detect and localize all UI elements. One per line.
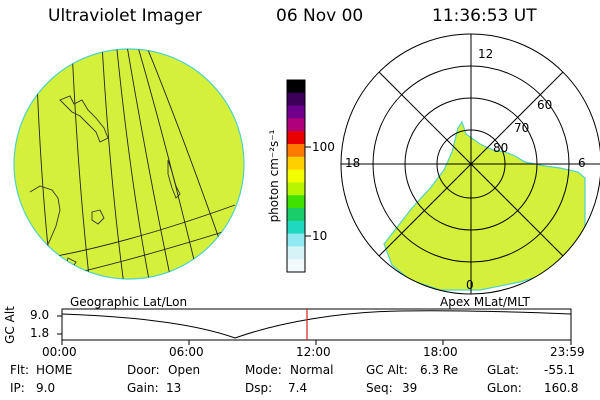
- altitude-curve: [61, 310, 572, 339]
- colorbar-segment: [287, 144, 305, 158]
- colorbar-segment: [287, 246, 305, 260]
- color-scale-bar: [286, 79, 311, 273]
- colorbar-segment: [287, 92, 305, 107]
- flt-value: HOME: [36, 363, 73, 377]
- colorbar-segment: [287, 259, 305, 273]
- seq-value: 39: [402, 381, 418, 395]
- mode-label: Mode:: [245, 363, 282, 377]
- door-value: Open: [168, 363, 201, 377]
- gcalt-value: 6.3 Re: [420, 363, 459, 377]
- colorbar-tick-10: 10: [312, 229, 328, 243]
- mlat-label-60: 60: [537, 98, 553, 112]
- colorbar-segment: [287, 169, 305, 183]
- timeline-ytick-bottom: 1.8: [30, 326, 50, 340]
- colorbar-segment: [287, 118, 305, 132]
- glat-value: -55.1: [544, 363, 576, 377]
- ip-value: 9.0: [36, 381, 56, 395]
- mlat-label-80: 80: [493, 141, 509, 155]
- timeline-xtick-0000: 00:00: [42, 345, 77, 359]
- colorbar-segment: [287, 131, 305, 145]
- mlt-label-12: 12: [478, 47, 494, 61]
- flt-label: Flt:: [10, 363, 29, 377]
- apex-polar-plot: [340, 33, 600, 295]
- mlt-label-18: 18: [345, 156, 361, 170]
- timeline-xtick-1800: 18:00: [423, 345, 458, 359]
- time-label: 11:36:53 UT: [432, 6, 537, 26]
- ip-label: IP:: [10, 381, 25, 395]
- auroral-fill: [383, 120, 586, 291]
- colorbar-segment: [287, 182, 305, 196]
- timeline-xtick-1200: 12:00: [296, 345, 331, 359]
- glon-value: 160.8: [544, 381, 579, 395]
- colorbar-segment: [287, 208, 305, 222]
- mlat-label-70: 70: [514, 121, 530, 135]
- left-panel-caption: Geographic Lat/Lon: [70, 295, 188, 309]
- timeline-ytick-top: 9.0: [30, 308, 50, 322]
- mlt-label-0: 0: [466, 278, 474, 292]
- colorbar-tick-100: 100: [312, 140, 335, 154]
- instrument-title: Ultraviolet Imager: [48, 6, 202, 26]
- colorbar-segment: [287, 156, 305, 171]
- timeline-xtick-0600: 06:00: [169, 345, 204, 359]
- colorbar-unit-label: photon cm⁻²s⁻¹: [267, 129, 281, 223]
- gain-label: Gain:: [127, 381, 159, 395]
- mlt-label-6: 6: [578, 156, 586, 170]
- date-label: 06 Nov 00: [276, 6, 364, 26]
- globe-grid: [19, 49, 244, 279]
- colorbar-segment: [287, 220, 305, 235]
- colorbar-segment: [287, 80, 305, 94]
- seq-label: Seq:: [366, 381, 393, 395]
- right-panel-caption: Apex MLat/MLT: [440, 295, 530, 309]
- dsp-label: Dsp:: [245, 381, 273, 395]
- gcalt-label: GC Alt:: [366, 363, 408, 377]
- geographic-globe: [13, 48, 245, 280]
- glon-label: GLon:: [487, 381, 522, 395]
- colorbar-segment: [287, 105, 305, 119]
- glat-label: GLat:: [487, 363, 520, 377]
- colorbar-segment: [287, 233, 305, 247]
- door-label: Door:: [127, 363, 160, 377]
- mode-value: Normal: [290, 363, 334, 377]
- globe-disk: [13, 48, 245, 280]
- altitude-timeline: [57, 308, 572, 345]
- colorbar-segment: [287, 195, 305, 209]
- timeline-axis-label: GC Alt: [3, 306, 17, 344]
- timeline-xtick-2359: 23:59: [550, 345, 585, 359]
- gain-value: 13: [166, 381, 182, 395]
- dsp-value: 7.4: [288, 381, 308, 395]
